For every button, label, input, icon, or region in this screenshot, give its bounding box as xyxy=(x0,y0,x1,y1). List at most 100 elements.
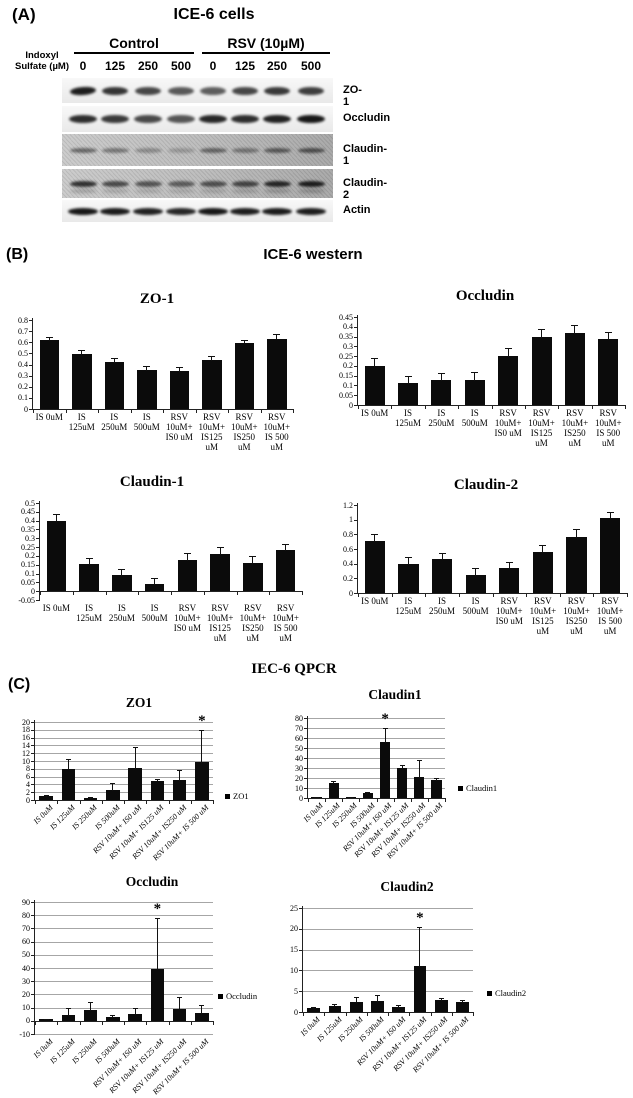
blot-band xyxy=(69,147,97,153)
bar xyxy=(464,379,485,405)
bar xyxy=(413,966,427,1012)
x-category-label: IS 125uM xyxy=(395,596,422,616)
blot-band xyxy=(69,180,97,187)
error-bar xyxy=(374,534,376,542)
y-tick-label: 0.35 xyxy=(339,332,353,342)
bar xyxy=(83,1010,98,1021)
error-bar xyxy=(55,513,57,522)
error-bar-cap xyxy=(438,552,446,554)
y-axis-tick xyxy=(354,505,358,506)
y-axis-tick xyxy=(299,991,303,993)
gridline xyxy=(308,748,445,749)
x-axis-tick xyxy=(171,591,172,596)
bar xyxy=(431,379,452,405)
error-bar-cap xyxy=(249,555,257,557)
x-axis-tick xyxy=(35,1020,36,1025)
x-axis-tick xyxy=(445,798,446,802)
gridline xyxy=(35,792,213,794)
indoxyl-axis-line1: Indoxyl xyxy=(25,50,59,61)
error-bar xyxy=(178,366,180,373)
y-tick-label: 0.3 xyxy=(25,533,35,543)
blot-band xyxy=(232,86,258,95)
blot-band xyxy=(166,207,196,215)
bar xyxy=(150,969,165,1021)
error-bar xyxy=(156,778,158,782)
y-axis-tick xyxy=(354,326,358,328)
y-axis-tick xyxy=(29,364,33,366)
gridline xyxy=(35,941,213,943)
x-category-label: IS 125uM xyxy=(68,412,95,432)
y-axis-tick xyxy=(304,768,308,769)
x-axis-tick xyxy=(57,800,59,804)
error-bar xyxy=(376,995,378,1002)
chart-title: Occludin xyxy=(455,288,515,304)
x-category-label: IS 0uM xyxy=(361,596,389,606)
significance-star: * xyxy=(416,909,424,926)
x-axis-tick xyxy=(57,1020,59,1025)
error-bar-cap xyxy=(175,366,183,368)
y-axis-tick xyxy=(31,981,35,983)
x-axis-tick xyxy=(376,798,378,802)
error-bar-cap xyxy=(399,765,405,766)
gridline xyxy=(35,954,213,956)
blot-band xyxy=(69,115,97,123)
y-axis-tick xyxy=(31,941,35,943)
gridline xyxy=(35,968,213,969)
panel-c-label: (C) xyxy=(8,676,31,693)
blot-band xyxy=(102,86,128,95)
x-axis-tick xyxy=(101,1020,103,1025)
x-axis-tick xyxy=(195,409,197,413)
bar xyxy=(600,518,621,593)
y-tick-label: 0.2 xyxy=(343,573,353,583)
y-axis-tick xyxy=(29,397,33,399)
error-bar xyxy=(440,998,442,1002)
error-bar-cap xyxy=(504,348,512,350)
y-tick-label: 0.45 xyxy=(339,312,353,322)
x-axis-tick xyxy=(324,1012,326,1016)
y-axis-tick xyxy=(31,928,35,930)
x-axis-tick xyxy=(458,593,460,597)
y-tick-label: 25 xyxy=(290,903,298,913)
bar xyxy=(61,768,76,800)
y-axis-tick xyxy=(304,788,308,789)
y-axis-tick xyxy=(36,529,40,531)
x-axis-tick xyxy=(451,1012,453,1016)
error-bar xyxy=(419,926,421,968)
blot-band-faint xyxy=(297,188,325,193)
blot-row-label: ZO-1 xyxy=(343,83,362,108)
blot-band xyxy=(199,115,227,123)
error-bar xyxy=(201,729,203,763)
x-category-label: IS 500uM xyxy=(133,412,160,432)
y-tick-label: 15 xyxy=(290,945,298,955)
blot-band xyxy=(262,207,292,215)
y-axis-line xyxy=(302,906,303,1013)
error-bar xyxy=(333,781,335,784)
x-category-label: IS 250uM xyxy=(101,412,128,432)
y-axis-tick xyxy=(36,573,40,575)
bar xyxy=(371,1000,384,1012)
blot-band xyxy=(168,86,194,95)
x-category-label: IS 125uM xyxy=(76,603,103,623)
error-bar-cap xyxy=(348,796,354,798)
error-bar xyxy=(121,569,123,577)
y-tick-label: 10 xyxy=(290,965,298,975)
y-axis-tick xyxy=(354,375,358,377)
dose-label: 0 xyxy=(209,59,217,73)
dose-label: 125 xyxy=(104,59,126,73)
blot-band xyxy=(263,180,291,187)
y-tick-label: 30 xyxy=(295,763,303,773)
bar xyxy=(307,1007,320,1012)
blot-band xyxy=(263,115,291,123)
bar xyxy=(106,1016,120,1021)
error-bar xyxy=(146,365,148,372)
y-tick-label: 0.05 xyxy=(21,577,35,587)
error-bar xyxy=(542,545,544,553)
y-tick-label: 30 xyxy=(22,976,30,986)
y-axis-tick xyxy=(354,549,358,550)
significance-star: * xyxy=(381,711,389,727)
y-axis-tick xyxy=(31,1034,35,1035)
x-axis-tick xyxy=(168,1020,170,1025)
chart-title: Occludin xyxy=(125,874,179,889)
x-axis-tick xyxy=(269,591,271,596)
error-bar-cap xyxy=(65,759,71,761)
